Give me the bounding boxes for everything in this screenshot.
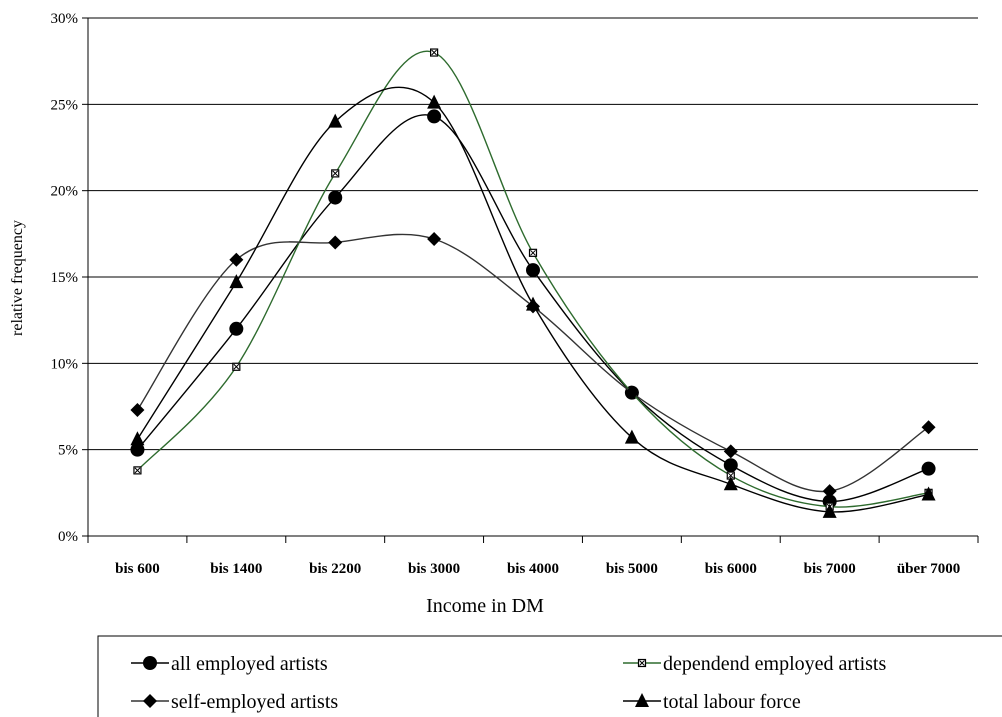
x-tick-label: bis 7000 bbox=[804, 561, 856, 577]
series-line bbox=[136, 114, 929, 503]
y-axis-title: relative frequency bbox=[9, 220, 26, 336]
data-point bbox=[526, 296, 540, 311]
square-marker-cross bbox=[134, 467, 141, 474]
axes bbox=[82, 17, 979, 543]
data-point bbox=[133, 466, 142, 475]
y-tick-label: 0% bbox=[58, 529, 78, 545]
data-point bbox=[427, 109, 442, 124]
data-point bbox=[229, 252, 244, 267]
series-layer bbox=[130, 48, 936, 518]
square-marker-cross bbox=[431, 49, 437, 56]
legend-swatch-marker bbox=[635, 693, 649, 707]
x-tick-label: bis 6000 bbox=[705, 561, 757, 577]
legend-swatch-marker bbox=[143, 656, 157, 670]
x-tick-label: bis 2200 bbox=[309, 561, 361, 577]
data-point bbox=[331, 169, 340, 178]
data-point bbox=[232, 362, 241, 371]
legend-swatch-marker bbox=[143, 694, 157, 708]
y-tick-labels: 0% 5% 10% 15% 20% 25% 30% bbox=[51, 11, 79, 545]
legend-item: all employed artists bbox=[131, 653, 328, 675]
x-tick-label: bis 3000 bbox=[408, 561, 460, 577]
legend-item: dependend employed artists bbox=[623, 653, 886, 675]
legend-label: total labour force bbox=[663, 691, 801, 713]
data-point bbox=[624, 385, 639, 400]
x-tick-label: bis 1400 bbox=[210, 561, 262, 577]
square-marker-cross bbox=[727, 472, 734, 479]
y-tick-label: 30% bbox=[51, 11, 79, 27]
data-point bbox=[427, 94, 442, 109]
square-marker-cross bbox=[530, 249, 536, 256]
data-point bbox=[328, 190, 343, 205]
legend-label: all employed artists bbox=[171, 653, 328, 675]
data-point bbox=[921, 420, 936, 435]
data-point bbox=[328, 113, 343, 128]
data-point bbox=[921, 486, 936, 501]
series-total-labour-force bbox=[130, 86, 936, 518]
x-tick-label: bis 600 bbox=[115, 561, 160, 577]
data-point bbox=[921, 461, 936, 476]
gridlines bbox=[88, 17, 978, 451]
x-tick-label: über 7000 bbox=[897, 561, 960, 577]
data-point bbox=[526, 263, 540, 278]
data-point bbox=[229, 321, 244, 336]
legend-swatch-marker bbox=[637, 658, 647, 668]
data-point bbox=[130, 431, 145, 446]
x-tick-labels: bis 600 bis 1400 bis 2200 bis 3000 bis 4000 b… bbox=[115, 561, 960, 577]
legend-label: self-employed artists bbox=[171, 691, 338, 713]
square-marker-cross bbox=[639, 660, 645, 666]
y-tick-label: 25% bbox=[51, 97, 79, 113]
x-tick-label: bis 5000 bbox=[606, 561, 658, 577]
data-point bbox=[229, 274, 244, 289]
data-point bbox=[723, 444, 738, 459]
legend: all employed artists dependend employed a… bbox=[97, 635, 1002, 717]
x-axis-title: Income in DM bbox=[426, 595, 544, 617]
data-point bbox=[624, 429, 639, 444]
data-point bbox=[723, 458, 738, 473]
y-tick-label: 15% bbox=[51, 270, 79, 286]
legend-box bbox=[97, 635, 1002, 717]
data-point bbox=[328, 235, 343, 250]
legend-label: dependend employed artists bbox=[663, 653, 886, 675]
square-marker-cross bbox=[233, 363, 240, 370]
data-point bbox=[430, 48, 439, 57]
data-point bbox=[130, 402, 145, 417]
legend-item: self-employed artists bbox=[131, 691, 338, 713]
x-tick-label: bis 4000 bbox=[507, 561, 559, 577]
y-tick-label: 20% bbox=[51, 184, 79, 200]
data-point bbox=[822, 503, 837, 518]
series-line bbox=[136, 50, 929, 508]
legend-item: total labour force bbox=[623, 691, 801, 713]
square-marker-cross bbox=[332, 170, 339, 177]
data-point bbox=[427, 232, 442, 247]
series-dependend-employed-artists bbox=[133, 48, 933, 511]
y-tick-label: 5% bbox=[58, 443, 78, 459]
data-point bbox=[822, 484, 837, 499]
data-point bbox=[723, 476, 738, 491]
data-point bbox=[130, 442, 145, 457]
series-line bbox=[136, 86, 929, 513]
y-tick-label: 10% bbox=[51, 356, 79, 372]
data-point bbox=[528, 248, 538, 257]
